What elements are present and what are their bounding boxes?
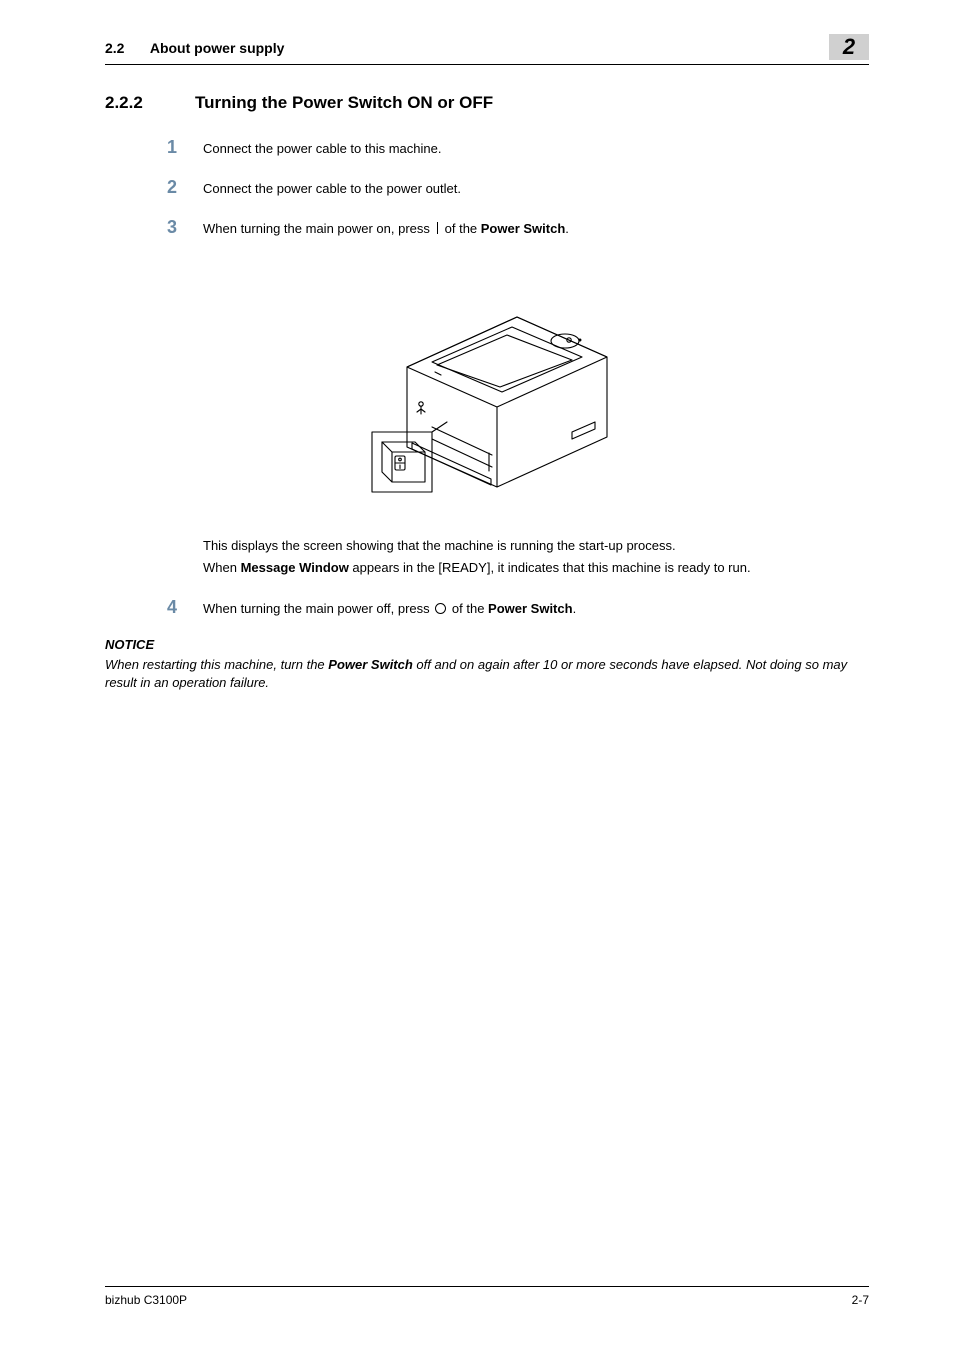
- header-section-title: About power supply: [150, 40, 285, 56]
- header-section-number: 2.2: [105, 40, 124, 56]
- document-page: 2.2 About power supply 2 2.2.2 Turning t…: [0, 0, 954, 1351]
- header-left: 2.2 About power supply: [105, 40, 284, 56]
- line2-after: appears in the [READY], it indicates tha…: [349, 560, 751, 575]
- step4-after: .: [573, 601, 577, 616]
- step-text-span: Connect the power cable to this machine.: [203, 141, 441, 156]
- printer-svg-icon: [337, 257, 637, 507]
- line2-before: When: [203, 560, 241, 575]
- step-item: 1 Connect the power cable to this machin…: [167, 137, 869, 159]
- step-text-bold: Power Switch: [481, 221, 566, 236]
- step-text-before: When turning the main power on, press: [203, 221, 434, 236]
- step4-bold: Power Switch: [488, 601, 573, 616]
- page-footer: bizhub C3100P 2-7: [105, 1286, 869, 1307]
- subsection-heading: 2.2.2 Turning the Power Switch ON or OFF: [105, 93, 869, 113]
- running-header: 2.2 About power supply 2: [105, 40, 869, 65]
- step-number: 4: [167, 597, 203, 618]
- step-text: Connect the power cable to the power out…: [203, 180, 869, 199]
- step-item: 4 When turning the main power off, press…: [167, 597, 869, 619]
- step-number: 1: [167, 137, 203, 158]
- step-item: 2 Connect the power cable to the power o…: [167, 177, 869, 199]
- chapter-number: 2: [843, 34, 855, 60]
- step-text: When turning the main power off, press o…: [203, 600, 869, 619]
- line2-bold: Message Window: [241, 560, 349, 575]
- printer-illustration: [105, 257, 869, 507]
- notice-block: NOTICE When restarting this machine, tur…: [105, 637, 869, 694]
- power-off-glyph-icon: [435, 603, 446, 614]
- step-item: 3 When turning the main power on, press …: [167, 217, 869, 239]
- step-text-mid: of the: [441, 221, 481, 236]
- power-on-glyph-icon: [437, 222, 439, 234]
- post-figure-line1: This displays the screen showing that th…: [203, 535, 869, 557]
- notice-bold: Power Switch: [328, 657, 413, 672]
- subsection-title: Turning the Power Switch ON or OFF: [195, 93, 493, 113]
- step-text: When turning the main power on, press of…: [203, 220, 869, 239]
- step4-before: When turning the main power off, press: [203, 601, 433, 616]
- chapter-number-badge: 2: [829, 34, 869, 60]
- post-figure-line2: When Message Window appears in the [READ…: [203, 557, 869, 579]
- step-text-span: Connect the power cable to the power out…: [203, 181, 461, 196]
- notice-heading: NOTICE: [105, 637, 869, 652]
- step-number: 2: [167, 177, 203, 198]
- step-number: 3: [167, 217, 203, 238]
- notice-body: When restarting this machine, turn the P…: [105, 656, 869, 694]
- step-text: Connect the power cable to this machine.: [203, 140, 869, 159]
- step-text-after: .: [565, 221, 569, 236]
- footer-page-number: 2-7: [852, 1293, 869, 1307]
- footer-product-name: bizhub C3100P: [105, 1293, 187, 1307]
- subsection-number: 2.2.2: [105, 93, 195, 113]
- notice-before: When restarting this machine, turn the: [105, 657, 328, 672]
- step4-mid: of the: [448, 601, 488, 616]
- post-figure-text: This displays the screen showing that th…: [203, 535, 869, 579]
